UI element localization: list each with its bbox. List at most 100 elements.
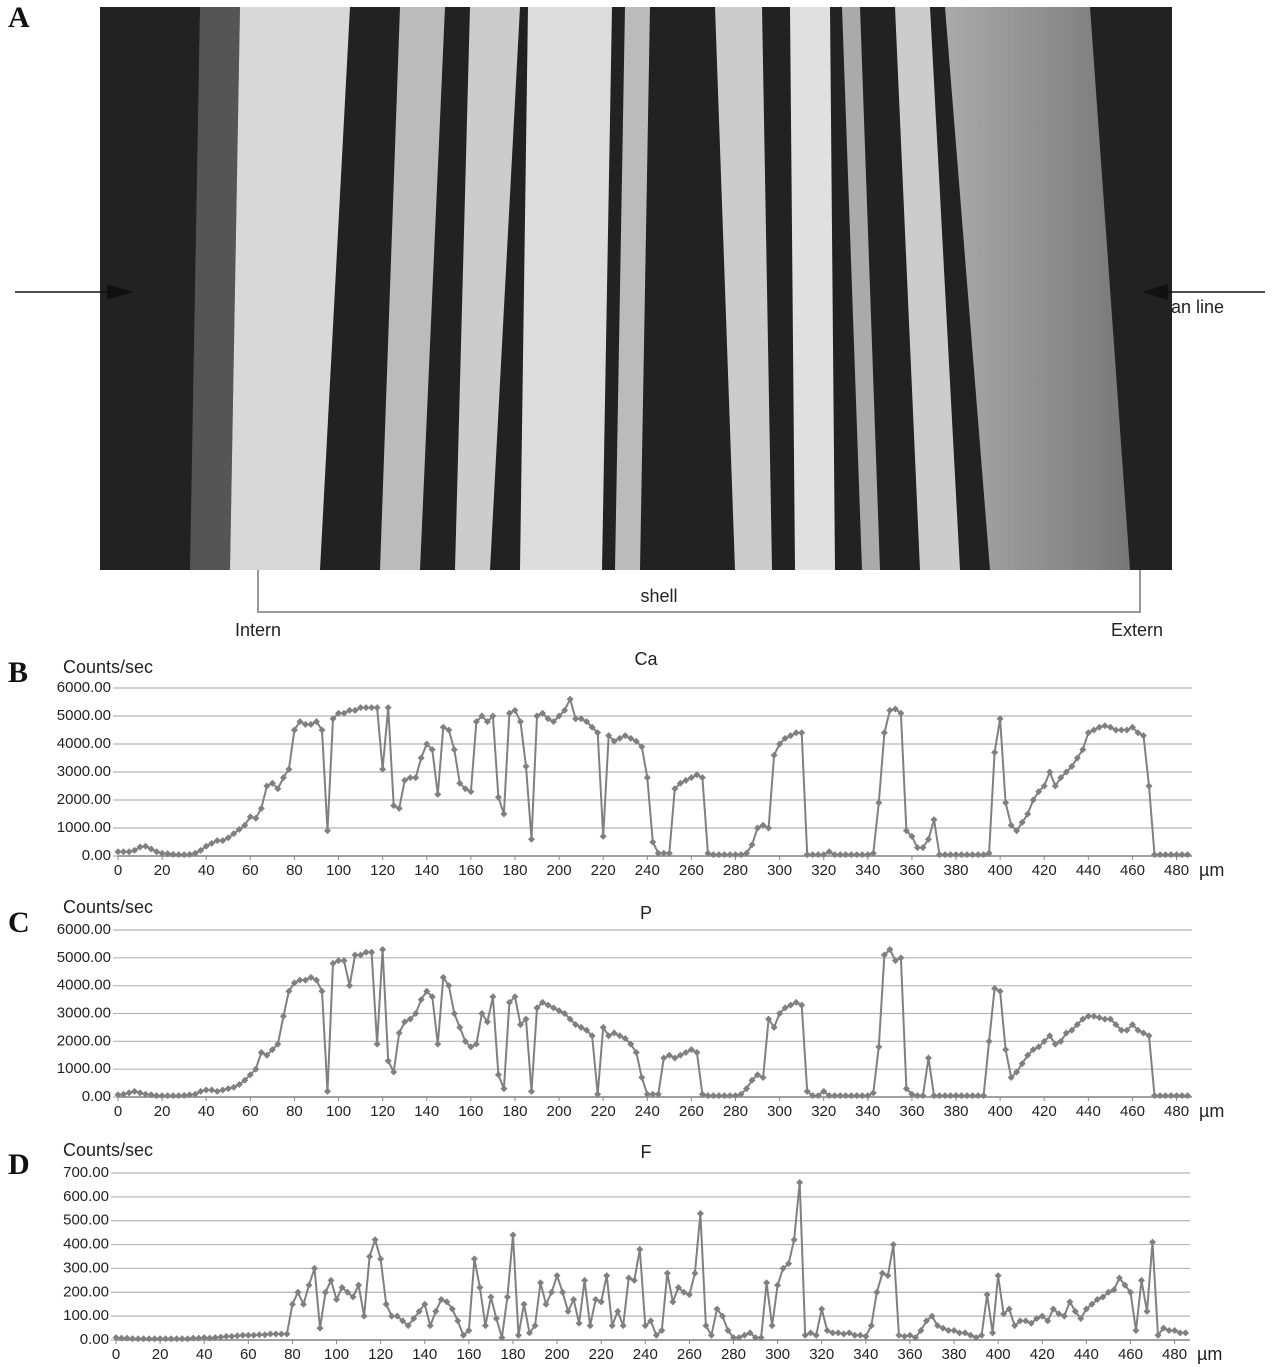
x-tick-label: 360 [897,1346,922,1363]
data-marker [1139,1029,1147,1037]
data-marker [878,1269,886,1277]
data-marker [774,1281,782,1289]
data-marker [570,1295,578,1303]
data-marker [191,849,199,857]
data-marker [748,841,756,849]
data-marker [693,771,701,779]
data-marker [500,1085,508,1093]
x-tick-label: 60 [242,862,259,879]
data-marker [208,839,216,847]
data-marker [184,1335,192,1343]
data-marker [476,1284,484,1292]
data-marker [991,748,999,756]
data-marker [765,1015,773,1023]
y-tick-label: 700.00 [63,1164,109,1181]
y-axis-label: Counts/sec [63,1140,153,1160]
data-marker [434,1040,442,1048]
data-marker [875,799,883,807]
data-marker [1073,1021,1081,1029]
data-marker [1143,1307,1151,1315]
data-marker [368,704,376,712]
data-marker [735,1334,743,1342]
data-marker [368,948,376,956]
x-tick-label: 480 [1164,862,1189,879]
data-marker [362,704,370,712]
y-tick-label: 200.00 [63,1283,109,1300]
x-tick-label: 360 [899,862,924,879]
data-marker [985,849,993,857]
y-tick-label: 1000.00 [57,819,111,836]
data-marker [652,1331,660,1339]
data-marker [550,1004,558,1012]
x-tick-label: 40 [196,1346,213,1363]
data-marker [1068,762,1076,770]
x-tick-label: 220 [589,1346,614,1363]
data-marker [691,1269,699,1277]
data-marker [505,998,513,1006]
data-marker [737,851,745,859]
data-marker [299,1300,307,1308]
x-tick-label: 400 [988,1103,1013,1120]
data-marker [288,1300,296,1308]
data-marker [537,1279,545,1287]
data-marker [213,1087,221,1095]
y-tick-label: 5000.00 [57,707,111,724]
data-marker [202,842,210,850]
data-marker [588,723,596,731]
data-marker [958,851,966,859]
data-marker [947,851,955,859]
x-tick-label: 220 [591,1103,616,1120]
data-marker [483,718,491,726]
data-marker [983,1291,991,1299]
data-marker [1137,1276,1145,1284]
x-tick-label: 440 [1074,1346,1099,1363]
data-marker [864,851,872,859]
data-marker [316,1324,324,1332]
data-marker [544,715,552,723]
data-marker [384,704,392,712]
data-marker [489,712,497,720]
data-marker [318,726,326,734]
data-marker [566,1015,574,1023]
data-marker [307,973,315,981]
data-marker [362,948,370,956]
data-marker [1173,851,1181,859]
y-tick-label: 3000.00 [57,763,111,780]
data-marker [401,1018,409,1026]
data-marker [853,851,861,859]
data-marker [880,729,888,737]
data-marker [902,1085,910,1093]
data-marker [834,1329,842,1337]
data-marker [305,1281,313,1289]
x-tick-label: 320 [811,1103,836,1120]
data-marker [465,1326,473,1334]
data-marker [752,1334,760,1342]
data-marker [1112,1021,1120,1029]
data-marker [395,1029,403,1037]
data-marker [371,1236,379,1244]
data-marker [743,1085,751,1093]
data-marker [1149,1238,1157,1246]
data-marker [1184,851,1192,859]
x-tick-label: 320 [809,1346,834,1363]
data-marker [941,851,949,859]
data-marker [268,1046,276,1054]
data-marker [792,998,800,1006]
x-tick-label: 460 [1118,1346,1143,1363]
data-marker [274,1040,282,1048]
data-marker [555,1007,563,1015]
x-tick-label: 260 [679,1103,704,1120]
data-marker [858,851,866,859]
data-marker [156,1335,164,1343]
data-marker [377,1255,385,1263]
data-marker [1162,851,1170,859]
data-marker [729,1334,737,1342]
x-tick-label: 460 [1120,1103,1145,1120]
x-tick-label: 40 [198,1103,215,1120]
data-marker [136,843,144,851]
data-marker [1112,726,1120,734]
data-marker [120,848,128,856]
data-marker [1002,799,1010,807]
data-marker [674,1284,682,1292]
data-marker [500,810,508,818]
